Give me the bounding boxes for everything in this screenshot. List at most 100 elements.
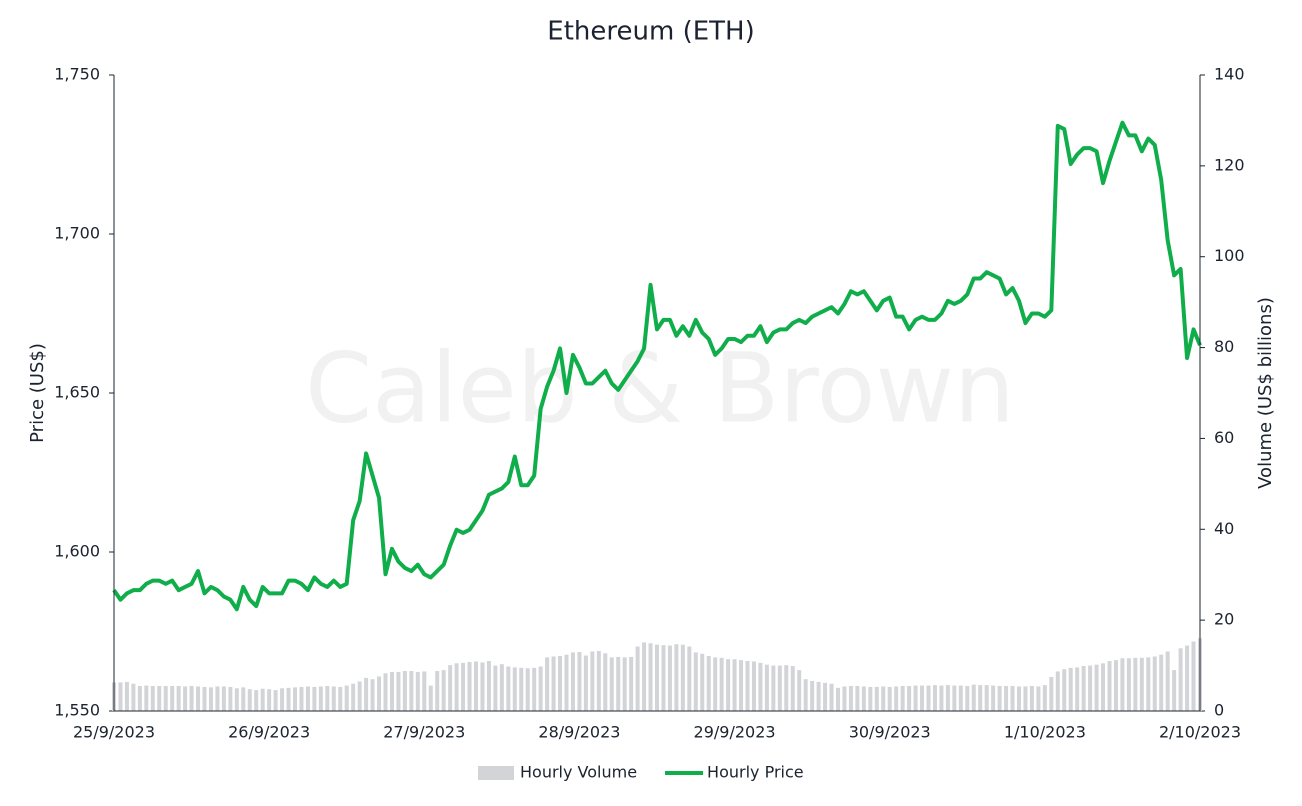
volume-bar [648,643,653,711]
volume-bar [428,685,433,711]
volume-bar [467,661,472,711]
volume-bar [667,645,672,711]
x-tick-label: 26/9/2023 [228,723,310,742]
volume-bar [202,686,207,711]
volume-bar [1029,686,1034,711]
legend-label: Hourly Price [707,763,804,782]
volume-bar [1133,657,1138,711]
volume-bar [609,657,614,711]
watermark: Caleb & Brown [305,332,1015,444]
volume-bar [836,687,840,711]
volume-bar [448,665,453,711]
volume-bar [629,656,634,711]
volume-bar [247,689,252,711]
volume-bar [215,686,220,711]
volume-bar [331,686,336,711]
volume-bar [1107,661,1112,711]
volume-bar [273,690,278,711]
volume-bar [415,671,420,711]
volume-bar [680,644,685,711]
volume-bar [1101,663,1106,711]
volume-bar [1042,685,1047,711]
volume-bar [771,665,776,711]
volume-bar [1004,686,1009,711]
volume-bar [913,685,918,711]
volume-bar [144,685,149,711]
volume-bar [810,681,815,711]
volume-bar [1075,667,1080,711]
volume-bar [965,686,970,711]
volume-bar [577,651,582,711]
volume-bar [642,642,647,711]
volume-bar [570,652,575,711]
volume-bar [1088,665,1093,711]
volume-bar [777,665,782,711]
volume-bar [499,664,504,711]
volume-bar [357,681,362,711]
volume-bar [176,686,181,711]
volume-bar [797,670,802,711]
volume-bar [234,688,239,711]
volume-bar [1068,667,1073,711]
y-tick-label: 1,750 [54,65,100,84]
volume-bar [713,657,718,711]
legend-label: Hourly Volume [520,763,637,782]
y2-tick-label: 140 [1214,65,1245,84]
y2-tick-label: 60 [1214,428,1234,447]
volume-bar [441,670,446,711]
volume-bar [674,644,679,711]
volume-bar [538,666,543,711]
volume-bar [409,671,414,711]
volume-bar [280,688,285,711]
volume-bar [389,671,394,711]
volume-bar [1165,651,1170,711]
volume-bar [978,685,983,711]
y2-tick-label: 80 [1214,337,1234,356]
volume-bar [952,685,957,711]
volume-bar [926,685,931,711]
volume-bar [894,686,899,711]
volume-bar [293,687,297,711]
volume-bar [1062,669,1067,711]
volume-bar [784,665,789,711]
y-axis-title: Price (US$) [27,343,48,443]
volume-bar [635,646,640,711]
volume-bar [764,664,769,711]
volume-bar [900,686,905,711]
volume-bar [183,686,188,711]
volume-bar [150,686,155,711]
volume-bar [1139,657,1144,711]
volume-bar [551,656,556,711]
y-tick-label: 1,600 [54,542,100,561]
volume-bar [170,686,175,711]
volume-bar [907,686,912,711]
volume-bar [241,687,246,711]
volume-bar [590,651,595,711]
volume-bar [402,671,407,711]
volume-bar [603,653,608,711]
volume-bar [971,684,976,711]
volume-bar [861,686,866,711]
volume-bar [325,686,330,711]
x-tick-label: 30/9/2023 [849,723,931,742]
y-tick-label: 1,550 [54,701,100,720]
volume-bar [512,667,517,711]
volume-bar [739,660,744,711]
chart-title: Ethereum (ETH) [547,17,754,47]
volume-bar [351,683,356,711]
volume-bar [829,683,834,711]
volume-bar [706,656,711,711]
volume-bar [196,686,201,711]
volume-bar [991,685,996,711]
volume-bar [118,682,123,711]
x-tick-label: 29/9/2023 [694,723,776,742]
volume-bar [1191,641,1196,711]
volume-bar [1172,670,1177,711]
volume-bar [920,685,925,711]
volume-bar [189,686,194,711]
volume-bar [318,686,323,711]
volume-bar [208,687,213,711]
volume-bar [745,661,750,711]
y-tick-label: 1,700 [54,224,100,243]
